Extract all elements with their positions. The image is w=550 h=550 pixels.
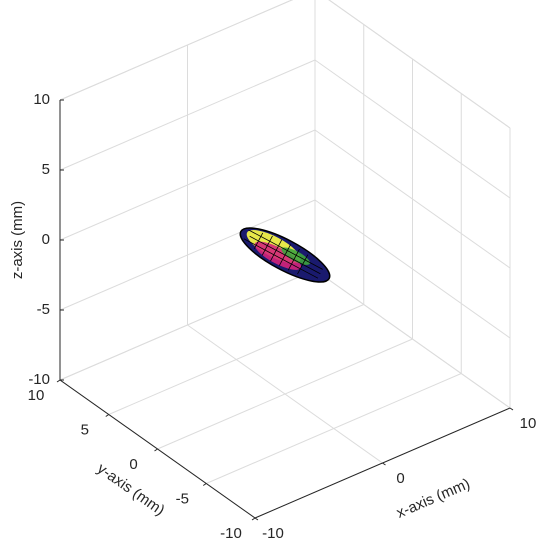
y-tick-label: 0 [129, 456, 137, 473]
grid-line [59, 199, 316, 311]
x-tick-label: -10 [262, 525, 284, 542]
grid-line [314, 129, 511, 269]
ellipsoid [239, 227, 331, 283]
z-tick-label: 0 [42, 231, 50, 248]
x-tick-label: 0 [396, 470, 404, 487]
grid-line [314, 199, 511, 339]
grid-line [314, 269, 511, 409]
grid-line [59, 269, 316, 381]
z-tick-label: 10 [33, 91, 50, 108]
grid-line [59, 129, 316, 241]
y-tick [251, 517, 256, 521]
y-tick [202, 483, 207, 486]
z-tick-label: -10 [28, 371, 50, 388]
grid-line [314, 59, 511, 199]
y-tick-label: -10 [220, 525, 242, 542]
x-tick-label: 10 [520, 415, 537, 432]
y-tick [56, 379, 61, 383]
y-tick-label: 10 [28, 387, 45, 404]
z-axis-label: z-axis (mm) [9, 201, 26, 279]
y-tick [154, 448, 158, 452]
x-tick [509, 407, 514, 411]
z-tick-label: 5 [42, 161, 50, 178]
ellipsoid-mesh [243, 229, 323, 279]
grid-line [59, 0, 294, 101]
z-tick-label: -5 [37, 301, 50, 318]
grid-line [59, 59, 316, 171]
x-tick [382, 462, 386, 466]
y-tick [105, 414, 110, 417]
y-tick-label: -5 [176, 490, 189, 507]
grid-line [206, 373, 462, 484]
x-axis-label: x-axis (mm) [394, 475, 473, 522]
grid-line [328, 0, 511, 129]
y-tick-label: 5 [81, 421, 89, 438]
grid-line [108, 304, 364, 415]
grid-line [157, 338, 413, 450]
axes [56, 99, 514, 521]
x-tick [254, 517, 259, 521]
